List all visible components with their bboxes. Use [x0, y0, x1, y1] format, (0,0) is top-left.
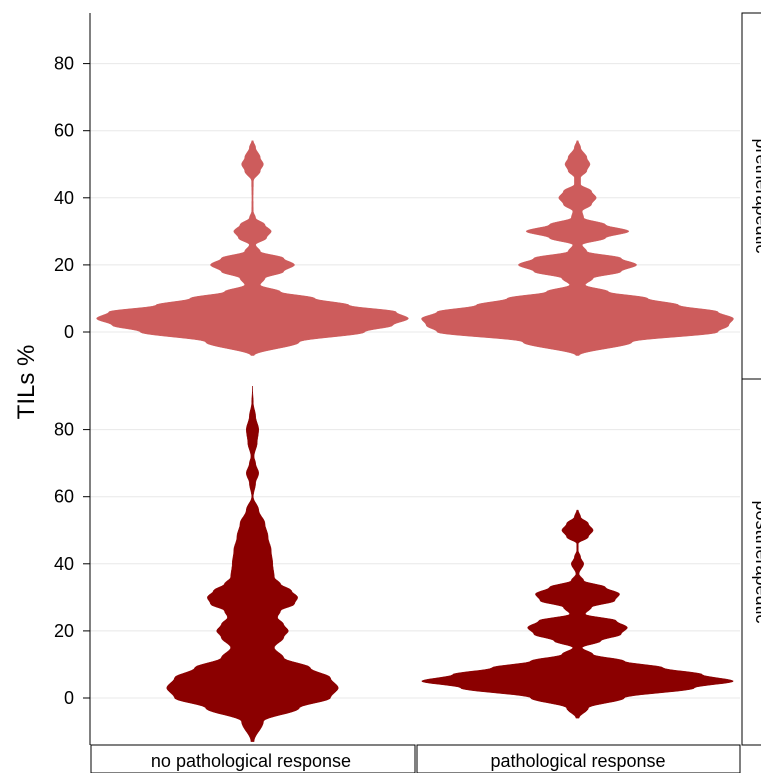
- violin-pretherapeutic-response: [421, 140, 734, 356]
- violin-posttherapeutic-response: [421, 509, 734, 719]
- row-strip-label-1: pretherapeutic: [752, 138, 761, 253]
- y-tick-label-posttherapeutic-0: 0: [64, 688, 74, 708]
- violins: [96, 140, 734, 742]
- y-tick-label-pretherapeutic-80: 80: [54, 54, 74, 74]
- gridlines: [90, 63, 740, 699]
- violin-pretherapeutic-no-response: [96, 140, 409, 356]
- y-tick-label-pretherapeutic-20: 20: [54, 255, 74, 275]
- y-tick-label-pretherapeutic-0: 0: [64, 322, 74, 342]
- column-strip-2: [416, 744, 741, 773]
- column-strip-1: [90, 744, 416, 773]
- axes: 0 20 40 60 80 0 20 40 60 80: [54, 12, 761, 773]
- column-strip-label-1: no pathological response: [151, 751, 351, 771]
- y-tick-label-pretherapeutic-60: 60: [54, 121, 74, 141]
- y-tick-label-posttherapeutic-40: 40: [54, 554, 74, 574]
- violin-posttherapeutic-no-response: [166, 386, 339, 742]
- row-strip-2: [741, 378, 761, 746]
- column-strip-label-2: pathological response: [490, 751, 665, 771]
- y-tick-label-posttherapeutic-20: 20: [54, 621, 74, 641]
- y-tick-label-pretherapeutic-40: 40: [54, 188, 74, 208]
- row-strip-label-2: posttherapeutic: [752, 500, 761, 623]
- y-axis-label: TILs %: [13, 345, 40, 420]
- y-tick-label-posttherapeutic-80: 80: [54, 420, 74, 440]
- y-tick-label-posttherapeutic-60: 60: [54, 487, 74, 507]
